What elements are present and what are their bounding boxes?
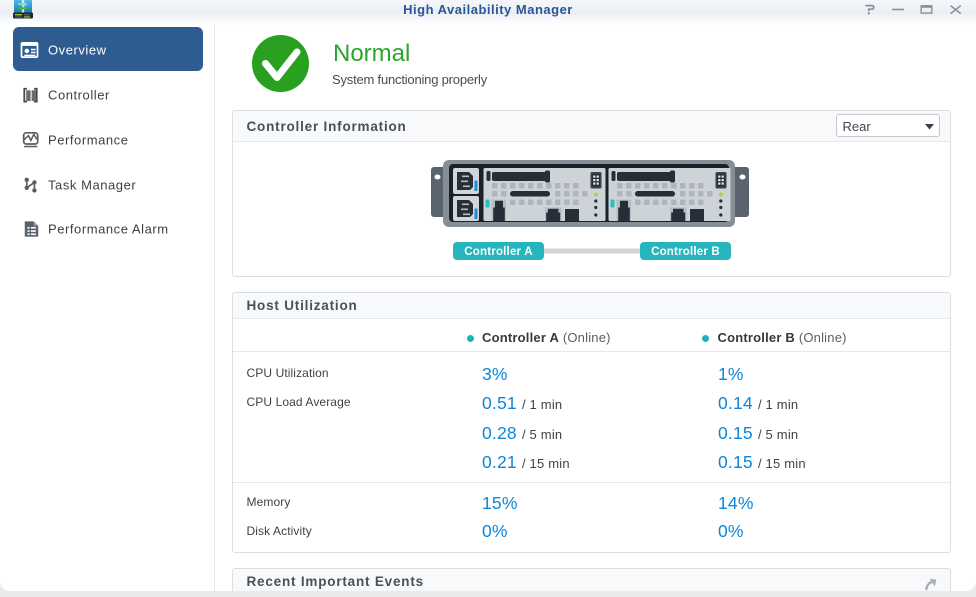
svg-text:Controller B: Controller B (651, 246, 720, 258)
svg-text:Controller A: Controller A (464, 246, 532, 258)
